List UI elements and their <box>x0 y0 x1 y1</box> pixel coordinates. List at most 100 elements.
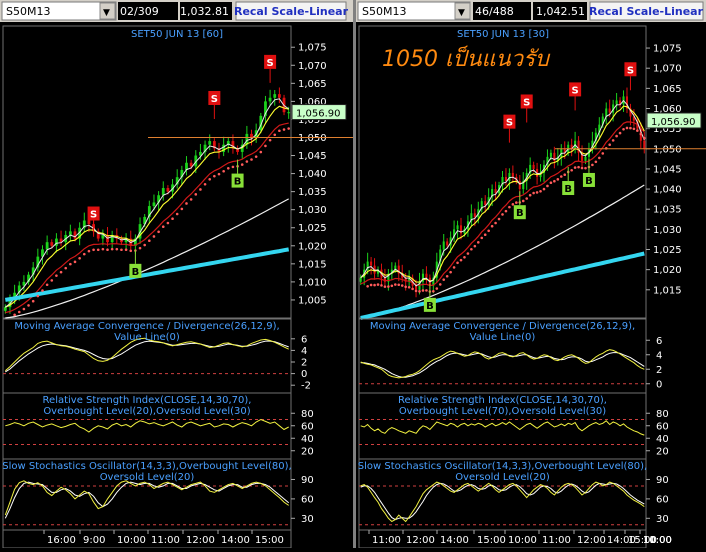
candle-body <box>185 162 188 170</box>
last-price-label: 1,056.90 <box>651 117 696 128</box>
parabolic-dot <box>611 139 615 142</box>
candle-body <box>612 104 615 113</box>
parabolic-dot <box>129 249 133 253</box>
parabolic-dot <box>394 283 397 286</box>
parabolic-dot <box>383 285 387 288</box>
parabolic-dot <box>629 126 632 130</box>
candle-body <box>3 307 7 311</box>
parabolic-dot <box>180 207 184 211</box>
rsi-value-line <box>360 420 645 436</box>
right-symbol-dropdown[interactable] <box>454 2 471 20</box>
parabolic-dot <box>573 166 577 169</box>
candle-body <box>143 216 147 225</box>
sell-marker <box>264 54 277 69</box>
candle-body <box>421 273 425 282</box>
candle-body <box>147 206 151 217</box>
parabolic-dot <box>608 143 611 147</box>
candle-body <box>608 108 611 113</box>
macd-panel-title: Value Line(0) <box>470 332 536 343</box>
parabolic-dot <box>387 285 390 288</box>
parabolic-dot <box>282 128 286 131</box>
candle-body <box>439 249 442 262</box>
price-tick-label: 1,035 <box>653 205 682 216</box>
parabolic-dot <box>92 248 95 252</box>
parabolic-dot <box>476 241 480 244</box>
macd-signal-line <box>5 340 289 373</box>
candle-body <box>157 195 161 203</box>
time-label: 11:00 <box>372 535 401 546</box>
candle-body <box>101 234 105 239</box>
candle-body <box>231 141 235 149</box>
left-chart: 1,075 1,070 1,065 1,060 1,055 1,050 1,045 1,040… <box>2 25 353 549</box>
sell-marker-label: S <box>523 97 530 108</box>
candle-body <box>501 176 504 186</box>
candle-body <box>518 181 521 190</box>
candle-body <box>629 108 632 117</box>
chart-divider[interactable] <box>353 0 356 548</box>
macd-value-line <box>4 337 289 372</box>
candle-body <box>446 241 449 246</box>
price-tick-label: 1,020 <box>653 265 682 276</box>
stochastic-panel-title: Slow Stochastics Oscillator(14,3,3),Over… <box>358 461 647 472</box>
candle-body <box>553 152 556 161</box>
candle-body <box>36 256 40 268</box>
parabolic-dot <box>421 289 425 292</box>
candle-body <box>245 133 249 145</box>
stochastic-tick-label: 60 <box>656 494 669 505</box>
macd-tick-label: 2 <box>656 365 662 376</box>
macd-panel-title: Value Line(0) <box>114 332 180 343</box>
parabolic-dot <box>556 178 560 181</box>
parabolic-dot <box>594 160 598 164</box>
parabolic-dot <box>411 287 414 291</box>
ma-red-line <box>360 121 645 287</box>
left-toolbar: S50M13 ▼ 02/309 1,032.81 Recal Scale-Lin… <box>0 0 353 22</box>
candle-body <box>31 267 35 275</box>
left-symbol-select[interactable] <box>1 1 117 21</box>
candle-body <box>643 140 646 149</box>
parabolic-dot <box>584 166 587 170</box>
price-tick-label: 1,010 <box>298 277 327 288</box>
left-symbol-dropdown[interactable] <box>99 2 116 20</box>
chevron-down-icon: ▼ <box>103 8 110 18</box>
candle-body <box>217 148 221 152</box>
rsi-tick-label: 20 <box>656 446 669 457</box>
parabolic-dot <box>115 247 119 251</box>
support-annotation: 1050 เป็นแนวรับ <box>382 45 551 72</box>
parabolic-dot <box>138 246 142 250</box>
left-recal-label: Recal Scale-Linear <box>234 5 349 18</box>
parabolic-dot <box>563 173 567 177</box>
parabolic-dot <box>456 261 459 265</box>
candle-body <box>563 148 566 153</box>
parabolic-dot <box>618 131 622 135</box>
candle-body <box>152 202 156 207</box>
parabolic-dot <box>96 248 100 252</box>
time-label: 10:00 <box>117 535 146 546</box>
parabolic-dot <box>601 152 605 155</box>
rsi-panel-title: Overbought Level(70),Oversold Level(30) <box>399 406 606 417</box>
right-recal-button[interactable] <box>589 1 704 21</box>
candle-body <box>22 281 26 286</box>
parabolic-dot <box>425 289 428 292</box>
macd-tick-label: 0 <box>656 379 662 390</box>
candle-body <box>584 156 587 161</box>
parabolic-dot <box>259 150 263 154</box>
candle-body <box>268 97 272 102</box>
buy-marker <box>582 172 595 187</box>
parabolic-dot <box>55 274 58 277</box>
parabolic-dot <box>438 283 442 286</box>
candle-body <box>387 273 390 282</box>
parabolic-dot <box>636 129 639 132</box>
buy-marker <box>423 297 436 312</box>
parabolic-dot <box>497 217 501 221</box>
parabolic-dot <box>369 283 373 287</box>
candle-body <box>508 172 511 182</box>
left-recal-button[interactable] <box>235 1 347 21</box>
candle-body <box>511 172 514 177</box>
parabolic-dot <box>528 193 532 197</box>
parabolic-dot <box>549 181 553 185</box>
parabolic-dot <box>508 205 511 209</box>
candle-body <box>504 176 507 182</box>
candle-body <box>591 140 594 149</box>
sell-marker <box>208 90 221 105</box>
candle-body <box>180 169 184 178</box>
